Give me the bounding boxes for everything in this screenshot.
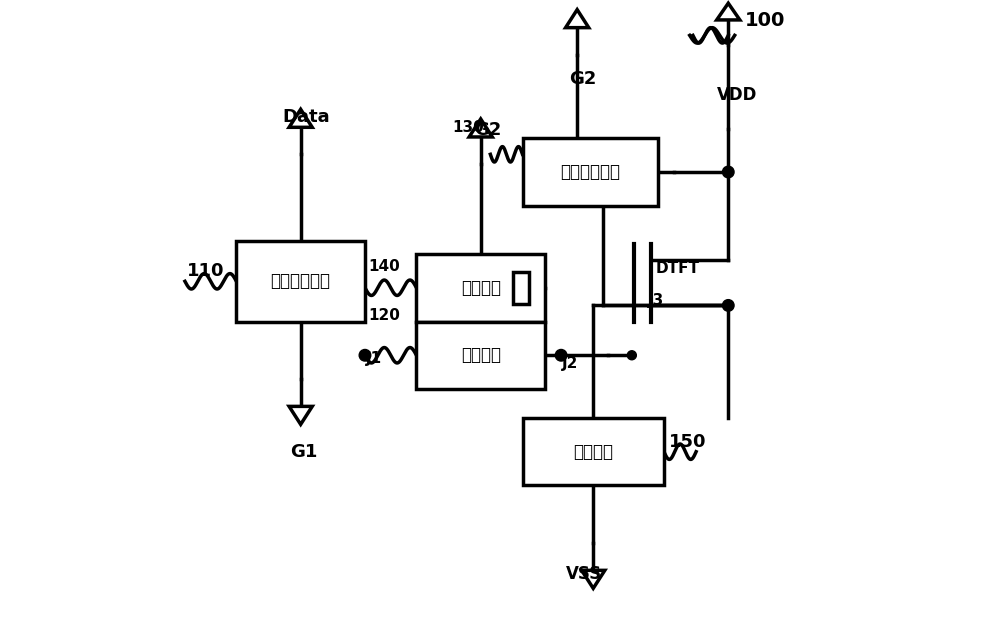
Text: J1: J1	[366, 351, 382, 367]
FancyBboxPatch shape	[236, 241, 365, 322]
Circle shape	[359, 350, 371, 361]
Circle shape	[555, 350, 567, 361]
FancyBboxPatch shape	[523, 138, 658, 206]
Text: 140: 140	[368, 259, 400, 275]
Text: 120: 120	[368, 308, 400, 323]
FancyBboxPatch shape	[416, 254, 545, 322]
Text: J3: J3	[648, 293, 664, 309]
Polygon shape	[566, 10, 589, 28]
Text: 130: 130	[452, 120, 484, 135]
Circle shape	[722, 167, 734, 178]
FancyBboxPatch shape	[523, 418, 664, 485]
Text: G1: G1	[290, 442, 317, 460]
Polygon shape	[289, 109, 312, 127]
Text: 耦入电路: 耦入电路	[461, 279, 501, 296]
Text: 150: 150	[668, 433, 706, 451]
Polygon shape	[582, 570, 605, 588]
Text: 110: 110	[187, 262, 224, 280]
Circle shape	[722, 300, 734, 311]
Text: 电压补偿电路: 电压补偿电路	[560, 163, 620, 181]
Text: 100: 100	[744, 11, 785, 30]
Text: G2: G2	[569, 69, 596, 87]
Text: 数据写入电路: 数据写入电路	[271, 273, 331, 290]
Text: J2: J2	[562, 356, 578, 371]
Text: 存储电路: 存储电路	[461, 347, 501, 364]
Text: 发光器件: 发光器件	[573, 443, 613, 460]
Polygon shape	[717, 3, 740, 20]
FancyBboxPatch shape	[513, 271, 529, 304]
Circle shape	[627, 351, 636, 359]
Text: VSS: VSS	[566, 565, 602, 583]
Text: Data: Data	[283, 108, 330, 126]
Text: G2: G2	[474, 121, 502, 139]
FancyBboxPatch shape	[416, 322, 545, 389]
Polygon shape	[469, 119, 492, 137]
Text: VDD: VDD	[717, 86, 758, 104]
Polygon shape	[289, 406, 312, 424]
Text: DTFT: DTFT	[656, 260, 700, 276]
